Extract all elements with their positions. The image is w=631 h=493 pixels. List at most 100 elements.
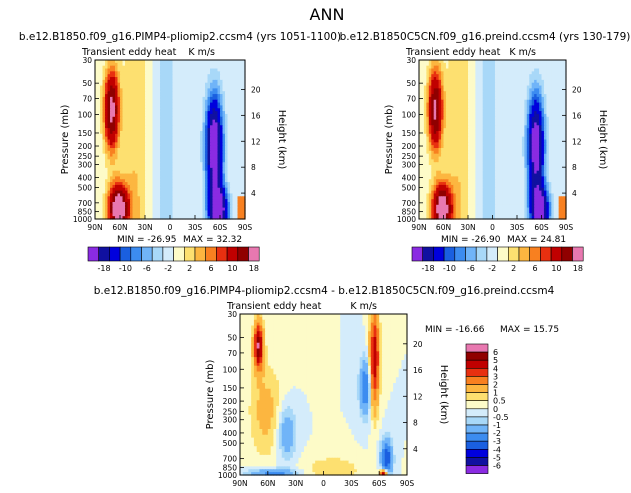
field-cell: [450, 60, 454, 64]
field-cell: [125, 150, 129, 155]
field-cell: [115, 173, 119, 178]
field-cell: [205, 156, 209, 160]
field-cell: [185, 82, 189, 87]
field-cell: [443, 111, 447, 115]
field-cell: [147, 139, 151, 143]
field-cell: [190, 96, 194, 101]
field-cell: [521, 71, 525, 75]
field-cell: [155, 62, 159, 67]
field-cell: [232, 216, 236, 220]
field-cell: [428, 96, 432, 101]
field-cell: [207, 128, 211, 132]
field-cell: [165, 77, 169, 81]
field-cell: [120, 162, 124, 166]
field-cell: [192, 193, 196, 197]
field-cell: [541, 119, 545, 124]
field-cell: [97, 145, 101, 149]
field-cell: [145, 176, 149, 180]
field-cell: [187, 85, 191, 89]
field-cell: [195, 165, 199, 169]
field-cell: [230, 133, 234, 138]
field-cell: [105, 113, 109, 118]
field-cell: [95, 133, 99, 138]
field-cell: [543, 102, 547, 107]
field-cell: [157, 170, 161, 175]
field-cell: [521, 105, 525, 109]
field-cell: [450, 116, 454, 121]
field-cell: [504, 65, 508, 70]
field-cell: [157, 108, 161, 112]
field-cell: [225, 65, 229, 70]
field-cell: [127, 187, 131, 192]
field-cell: [102, 91, 106, 95]
field-cell: [526, 130, 530, 135]
field-cell: [421, 79, 425, 84]
max-label: MAX = 32.32: [183, 235, 242, 245]
field-cell: [202, 162, 206, 166]
field-cell: [200, 74, 204, 78]
field-cell: [197, 111, 201, 115]
field-cell: [556, 105, 560, 109]
field-cell: [100, 133, 104, 138]
field-cell: [237, 128, 241, 132]
field-cell: [463, 99, 467, 104]
field-cell: [490, 102, 494, 107]
field-cell: [237, 193, 241, 197]
field-cell: [205, 77, 209, 81]
field-cell: [140, 74, 144, 78]
field-cell: [207, 130, 211, 135]
field-cell: [438, 119, 442, 124]
field-cell: [167, 213, 171, 217]
field-cell: [445, 65, 449, 70]
field-cell: [212, 79, 216, 84]
field-cell: [237, 213, 241, 217]
field-cell: [225, 148, 229, 152]
field-cell: [215, 153, 219, 158]
field-cell: [431, 62, 435, 67]
field-cell: [421, 65, 425, 70]
field-cell: [215, 71, 219, 75]
field-cell: [212, 187, 216, 192]
field-cell: [205, 88, 209, 92]
field-cell: [197, 165, 201, 169]
field-cell: [534, 122, 538, 126]
field-cell: [235, 128, 239, 132]
field-cell: [152, 159, 156, 163]
field-cell: [170, 167, 174, 172]
field-cell: [230, 213, 234, 217]
field-cell: [165, 179, 169, 183]
field-cell: [468, 111, 472, 115]
field-cell: [112, 142, 116, 146]
field-cell: [531, 125, 535, 129]
field-cell: [561, 116, 565, 121]
field-cell: [112, 159, 116, 163]
field-cell: [200, 193, 204, 197]
field-cell: [182, 125, 186, 129]
field-cell: [217, 165, 221, 169]
field-cell: [140, 142, 144, 146]
field-cell: [102, 167, 106, 172]
field-cell: [197, 60, 201, 64]
field-cell: [112, 162, 116, 166]
field-cell: [122, 88, 126, 92]
field-cell: [155, 74, 159, 78]
field-cell: [548, 111, 552, 115]
field-cell: [112, 170, 116, 175]
field-cell: [95, 190, 99, 195]
field-cell: [115, 170, 119, 175]
field-cell: [95, 216, 99, 220]
field-cell: [197, 102, 201, 107]
field-cell: [235, 96, 239, 101]
field-cell: [192, 182, 196, 186]
field-cell: [197, 213, 201, 217]
field-cell: [187, 182, 191, 186]
field-cell: [95, 145, 99, 149]
field-cell: [222, 113, 226, 118]
field-cell: [494, 130, 498, 135]
field-cell: [185, 193, 189, 197]
field-cell: [553, 128, 557, 132]
field-cell: [477, 68, 481, 72]
field-cell: [140, 159, 144, 163]
field-cell: [431, 74, 435, 78]
field-cell: [172, 148, 176, 152]
